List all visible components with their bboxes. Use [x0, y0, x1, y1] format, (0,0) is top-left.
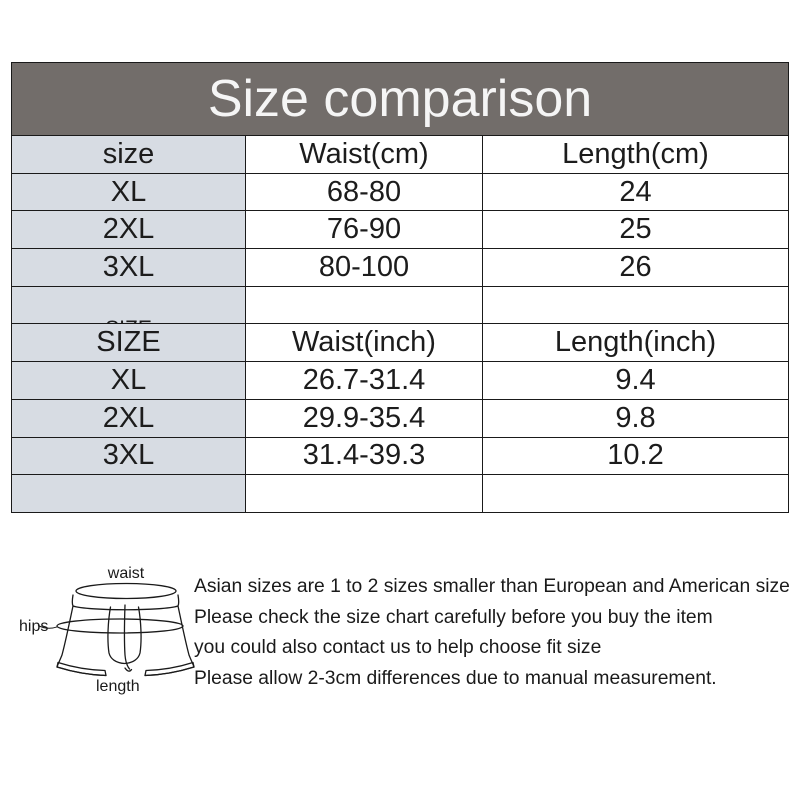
svg-text:length: length	[96, 678, 140, 695]
svg-text:waist: waist	[107, 565, 145, 582]
svg-text:hips: hips	[19, 618, 48, 635]
